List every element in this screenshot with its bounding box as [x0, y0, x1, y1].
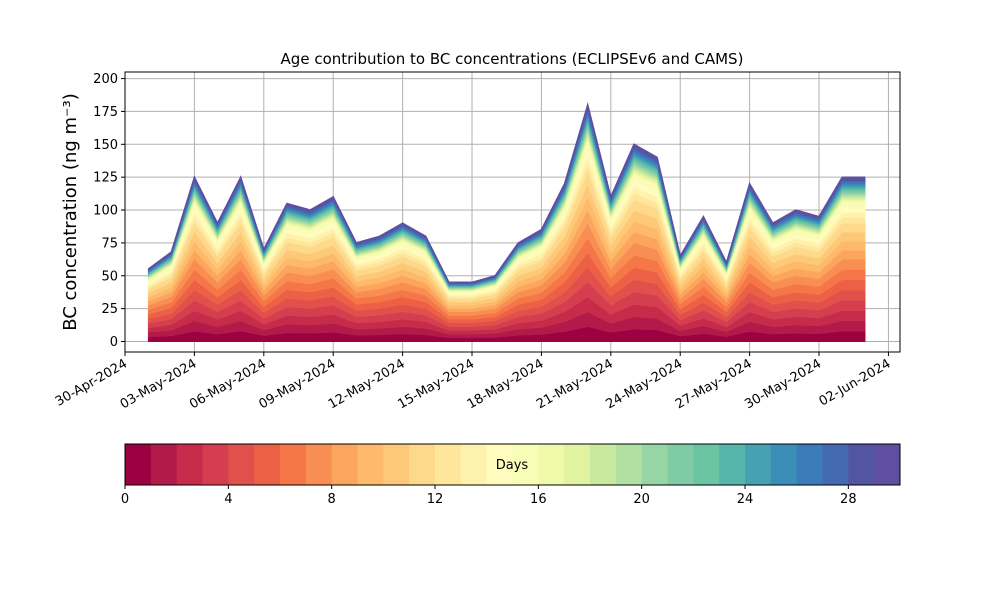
colorbar-cell	[409, 444, 436, 485]
colorbar-cell	[176, 444, 203, 485]
colorbar-cell	[745, 444, 772, 485]
colorbar-cell	[383, 444, 410, 485]
colorbar-tick-label: 4	[224, 492, 232, 507]
colorbar-cell	[615, 444, 643, 485]
colorbar-cell	[125, 444, 152, 485]
axes-frame	[124, 71, 901, 353]
colorbar: Days 0 4 8 12 16 20 24 28	[121, 443, 901, 507]
colorbar-tick-label: 24	[737, 492, 754, 507]
colorbar-tick-label: 20	[633, 492, 650, 507]
y-tick-label: 175	[93, 105, 118, 120]
total-concentration-line	[147, 102, 866, 284]
colorbar-tick-label: 28	[840, 492, 857, 507]
colorbar-cell	[693, 444, 720, 485]
colorbar-cell	[254, 444, 281, 485]
x-tick-label: 12-May-2024	[326, 356, 408, 412]
colorbar-cell	[512, 444, 539, 485]
y-tick-label: 150	[93, 138, 118, 153]
colorbar-tick-label: 8	[328, 492, 336, 507]
x-tick-label: 18-May-2024	[465, 356, 547, 412]
x-tick-label: 02-Jun-2024	[817, 356, 894, 409]
colorbar-cell	[357, 444, 384, 485]
colorbar-cell	[719, 444, 746, 485]
colorbar-cell	[150, 444, 178, 485]
colorbar-cell	[667, 444, 694, 485]
colorbar-cell	[796, 444, 823, 485]
colorbar-cell	[590, 444, 617, 485]
x-tick-label: 15-May-2024	[395, 356, 477, 412]
x-tick-label: 09-May-2024	[257, 356, 339, 412]
y-tick-label: 100	[93, 204, 118, 219]
y-tick-label: 50	[101, 269, 118, 284]
x-tick-label: 27-May-2024	[673, 356, 755, 412]
plot-area: 0 25 50 75 100 125 150 175 200 30-Apr-202403-May…	[53, 71, 901, 412]
colorbar-cell	[874, 444, 901, 485]
colorbar-cell	[280, 444, 307, 485]
colorbar-tick-label: 0	[121, 492, 129, 507]
colorbar-cell	[305, 444, 333, 485]
x-tick-label: 21-May-2024	[534, 356, 616, 412]
y-tick-label: 125	[93, 171, 118, 186]
colorbar-cell	[228, 444, 255, 485]
y-tick-label: 200	[93, 72, 118, 87]
colorbar-cell	[460, 444, 488, 485]
colorbar-ticks: 0 4 8 12 16 20 24 28	[121, 485, 857, 507]
colorbar-frame	[124, 443, 901, 486]
chart-title: Age contribution to BC concentrations (E…	[281, 50, 744, 68]
colorbar-label: Days	[496, 458, 529, 473]
area-series	[147, 102, 866, 342]
colorbar-cell	[770, 444, 798, 485]
x-tick-label: 06-May-2024	[187, 356, 269, 412]
colorbar-cell	[822, 444, 849, 485]
colorbar-cell	[202, 444, 229, 485]
colorbar-cell	[641, 444, 668, 485]
colorbar-cell	[486, 444, 513, 485]
x-axis-ticks: 30-Apr-202403-May-202406-May-202409-May-…	[53, 352, 894, 412]
colorbar-cell	[435, 444, 462, 485]
y-axis-label: BC concentration (ng m⁻³)	[60, 93, 81, 331]
y-tick-label: 25	[101, 302, 118, 317]
x-tick-label: 03-May-2024	[118, 356, 200, 412]
y-axis-ticks: 0 25 50 75 100 125 150 175 200	[93, 72, 125, 350]
x-tick-label: 30-May-2024	[742, 356, 824, 412]
colorbar-tick-label: 16	[530, 492, 547, 507]
colorbar-cell	[538, 444, 565, 485]
colorbar-cell	[564, 444, 591, 485]
y-tick-label: 75	[101, 236, 118, 251]
y-tick-label: 0	[110, 335, 118, 350]
colorbar-cells	[125, 444, 901, 485]
colorbar-cell	[848, 444, 875, 485]
colorbar-cell	[331, 444, 358, 485]
x-tick-label: 24-May-2024	[604, 356, 686, 412]
colorbar-tick-label: 12	[427, 492, 444, 507]
